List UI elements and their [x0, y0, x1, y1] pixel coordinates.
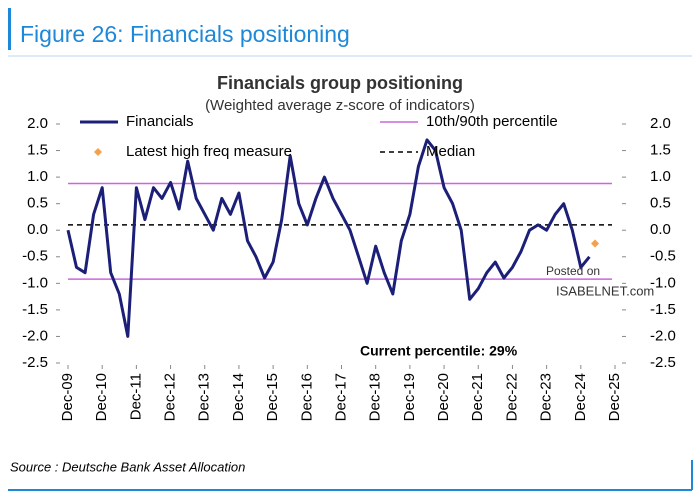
y2-tick-label: -2.0 [650, 327, 676, 344]
y2-tick-label: 0.5 [650, 195, 671, 212]
line [66, 138, 591, 338]
y2-tick-label: 0.0 [650, 221, 671, 238]
x-tick-label: Dec-17 [332, 373, 349, 421]
x-tick-label: Dec-12 [162, 373, 179, 421]
y-tick-label: 1.0 [27, 168, 48, 185]
header: Figure 26: Financials positioning [20, 21, 350, 47]
legend-swatch [94, 148, 102, 156]
x-tick-label: Dec-11 [127, 373, 144, 420]
y-tick-label: -2.0 [22, 327, 48, 344]
x-tick-label: Dec-23 [538, 373, 555, 421]
y-tick-label: -2.5 [22, 354, 48, 371]
y2-tick-label: 1.0 [650, 168, 671, 185]
y2-tick-label: 1.5 [650, 142, 671, 159]
y-tick-label: -1.5 [22, 301, 48, 318]
chart-subtitle: (Weighted average z-score of indicators) [205, 97, 475, 114]
header-bar [8, 8, 11, 50]
legend-label: Financials [126, 113, 194, 130]
watermark: Posted on [546, 264, 600, 278]
x-tick-label: Dec-14 [230, 373, 247, 421]
x-tick-label: Dec-16 [298, 373, 315, 421]
x-tick-label: Dec-09 [59, 373, 76, 421]
x-tick-label: Dec-19 [401, 373, 418, 421]
y-tick-label: 2.0 [27, 115, 48, 132]
y-tick-label: 1.5 [27, 142, 48, 159]
y2-tick-label: 2.0 [650, 115, 671, 132]
x-tick-label: Dec-10 [93, 373, 110, 421]
y2-tick-label: -0.5 [650, 248, 676, 265]
y2-tick-label: -1.5 [650, 301, 676, 318]
legend-label: 10th/90th percentile [426, 113, 558, 130]
y-tick-label: 0.0 [27, 221, 48, 238]
x-tick-label: Dec-15 [264, 373, 281, 421]
x-tick-label: Dec-21 [469, 373, 486, 421]
y-tick-label: -0.5 [22, 248, 48, 265]
y2-tick-label: -2.5 [650, 354, 676, 371]
x-tick-label: Dec-13 [196, 373, 213, 421]
marker [591, 239, 600, 248]
chart-title: Financials group positioning [217, 73, 463, 93]
annotation: Current percentile: 29% [360, 343, 518, 359]
x-tick-label: Dec-24 [572, 373, 589, 421]
y-tick-label: 0.5 [27, 195, 48, 212]
x-tick-label: Dec-25 [606, 373, 623, 421]
x-tick-label: Dec-20 [435, 373, 452, 421]
legend-label: Median [426, 143, 475, 160]
watermark: ISABELNET.com [556, 283, 654, 298]
legend-label: Latest high freq measure [126, 143, 292, 160]
x-tick-label: Dec-22 [503, 373, 520, 421]
y-tick-label: -1.0 [22, 274, 48, 291]
source: Source : Deutsche Bank Asset Allocation [10, 459, 245, 474]
x-tick-label: Dec-18 [367, 373, 384, 421]
y2-tick-label: -1.0 [650, 274, 676, 291]
